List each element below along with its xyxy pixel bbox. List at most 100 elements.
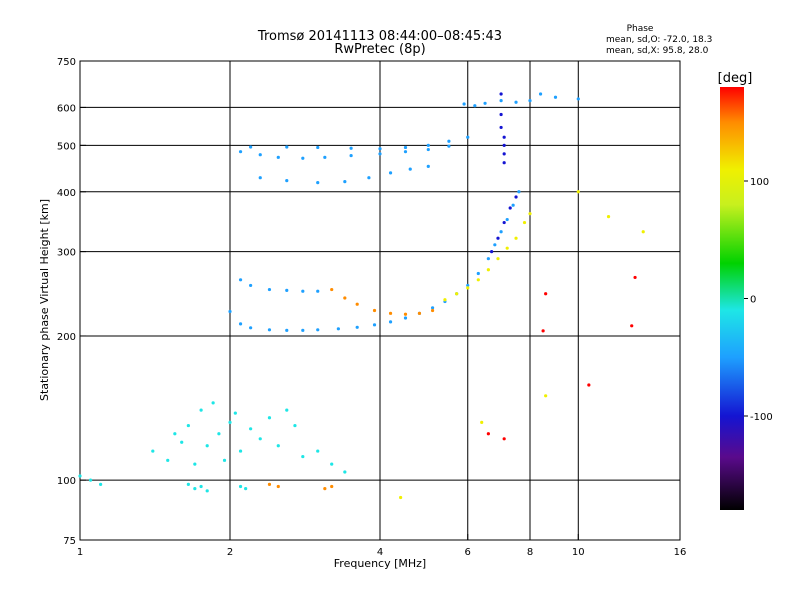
chart-subtitle: RwPretec (8p) bbox=[334, 42, 425, 57]
data-point bbox=[544, 394, 548, 398]
data-point bbox=[276, 484, 280, 489]
data-point bbox=[443, 298, 447, 302]
data-point bbox=[403, 150, 408, 154]
data-point bbox=[587, 383, 591, 387]
data-point bbox=[528, 212, 532, 216]
data-point bbox=[301, 328, 305, 332]
data-point bbox=[426, 164, 430, 168]
data-point bbox=[151, 449, 155, 453]
data-point bbox=[576, 97, 580, 101]
data-point bbox=[476, 278, 480, 282]
data-point bbox=[267, 287, 272, 292]
data-point bbox=[343, 296, 347, 300]
data-point bbox=[403, 316, 408, 320]
data-point bbox=[301, 454, 305, 459]
y-tick-label: 500 bbox=[57, 141, 76, 152]
chart-title: Tromsø 20141113 08:44:00–08:45:43 bbox=[257, 29, 502, 44]
y-tick-label: 400 bbox=[57, 188, 76, 199]
data-point bbox=[238, 278, 243, 282]
data-point bbox=[193, 462, 197, 466]
data-point bbox=[430, 308, 435, 313]
data-point bbox=[538, 92, 543, 96]
data-point bbox=[217, 432, 221, 436]
data-point bbox=[514, 236, 518, 240]
colorbar-tick-label: -100 bbox=[750, 412, 773, 423]
data-point bbox=[502, 152, 506, 156]
data-point bbox=[403, 312, 408, 316]
data-point bbox=[349, 153, 353, 158]
data-point bbox=[499, 92, 503, 96]
data-point bbox=[316, 328, 320, 332]
data-point bbox=[323, 155, 327, 159]
x-axis-label: Frequency [MHz] bbox=[334, 557, 426, 570]
data-point bbox=[576, 190, 580, 194]
data-point bbox=[238, 150, 243, 154]
data-point bbox=[483, 101, 487, 105]
data-point bbox=[211, 401, 215, 405]
data-point bbox=[496, 257, 500, 261]
data-point bbox=[641, 230, 645, 234]
data-point bbox=[293, 423, 297, 428]
data-point bbox=[88, 478, 93, 482]
data-point bbox=[505, 246, 509, 250]
phase-heading: Phase bbox=[627, 24, 654, 34]
data-point bbox=[403, 145, 408, 150]
data-point bbox=[480, 420, 484, 424]
x-tick-label: 1 bbox=[77, 547, 83, 558]
data-point bbox=[205, 489, 209, 493]
data-point bbox=[205, 444, 209, 448]
data-point bbox=[408, 167, 412, 171]
data-point bbox=[285, 328, 289, 332]
data-point bbox=[276, 444, 280, 448]
data-point bbox=[502, 220, 506, 225]
y-tick-label: 200 bbox=[57, 332, 76, 343]
data-point bbox=[490, 250, 494, 254]
data-point bbox=[355, 325, 359, 329]
data-point bbox=[330, 287, 334, 292]
data-point bbox=[426, 147, 430, 152]
data-point bbox=[301, 289, 305, 293]
data-point bbox=[486, 432, 490, 436]
data-point bbox=[388, 311, 393, 315]
data-point bbox=[511, 203, 515, 207]
data-point bbox=[447, 139, 451, 143]
data-point bbox=[193, 487, 197, 491]
data-point bbox=[462, 102, 466, 106]
data-point bbox=[455, 292, 459, 296]
data-point bbox=[186, 482, 190, 486]
data-point bbox=[258, 176, 262, 180]
data-point bbox=[367, 176, 371, 180]
colorbar-label: [deg] bbox=[718, 71, 753, 86]
data-point bbox=[502, 161, 506, 165]
data-point bbox=[372, 308, 377, 313]
x-tick-label: 16 bbox=[674, 547, 687, 558]
data-point bbox=[343, 470, 347, 474]
data-point bbox=[180, 440, 184, 444]
data-point bbox=[285, 288, 289, 292]
data-point bbox=[522, 220, 527, 225]
data-point bbox=[541, 329, 545, 333]
data-point bbox=[249, 326, 253, 330]
data-point bbox=[417, 311, 422, 315]
data-point bbox=[199, 408, 203, 412]
data-point bbox=[426, 143, 430, 147]
data-point bbox=[528, 98, 532, 103]
data-point bbox=[372, 323, 377, 327]
data-point bbox=[166, 458, 170, 462]
data-point bbox=[486, 268, 490, 272]
data-point bbox=[499, 230, 503, 234]
data-point bbox=[499, 112, 503, 117]
data-point bbox=[399, 495, 403, 500]
data-point bbox=[228, 309, 232, 314]
data-point bbox=[378, 152, 382, 156]
data-point bbox=[233, 411, 237, 415]
colorbar-tick-label: 100 bbox=[750, 177, 769, 188]
data-point bbox=[249, 283, 253, 288]
x-tick-label: 8 bbox=[527, 547, 533, 558]
data-point bbox=[285, 179, 289, 183]
data-point bbox=[99, 482, 103, 486]
data-point bbox=[316, 145, 320, 150]
grid-lines bbox=[80, 61, 680, 540]
x-tick-label: 10 bbox=[572, 547, 585, 558]
data-point bbox=[473, 104, 477, 108]
